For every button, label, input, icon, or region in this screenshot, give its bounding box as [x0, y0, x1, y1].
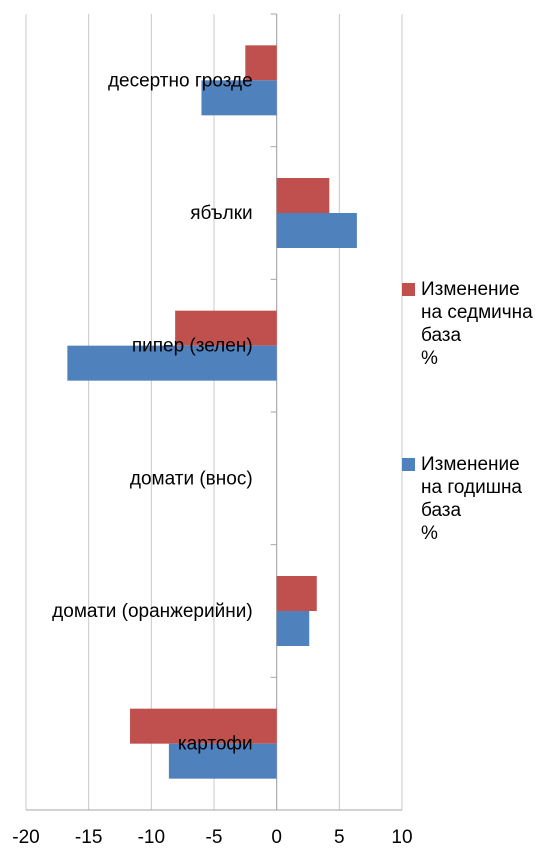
category-label: пипер (зелен) — [132, 336, 253, 357]
x-tick-label: 0 — [271, 827, 282, 848]
bar-weekly — [277, 576, 317, 611]
category-axis — [271, 14, 277, 810]
bars — [67, 45, 357, 778]
x-tick-label: -15 — [75, 827, 102, 848]
x-tick-label: 10 — [391, 827, 412, 848]
bar-weekly — [277, 178, 330, 213]
category-label: домати (внос) — [130, 468, 253, 489]
legend-label-weekly: Изменение на седмична база % — [421, 278, 533, 370]
x-tick-label: -5 — [206, 827, 223, 848]
category-label: домати (оранжерийни) — [52, 601, 252, 622]
x-tick-label: -10 — [138, 827, 165, 848]
legend-item-yearly: Изменение на годишна база % — [402, 453, 522, 545]
gridlines — [26, 14, 402, 810]
legend-swatch-weekly — [402, 283, 415, 296]
x-tick-label: -20 — [12, 827, 39, 848]
category-labels: десертно грозде ябълки пипер (зелен) домати… — [52, 70, 252, 754]
x-axis: -20 -15 -10 -5 0 5 10 — [12, 810, 412, 848]
bar-yearly — [277, 611, 310, 646]
category-label: ябълки — [190, 203, 252, 224]
category-label: десертно грозде — [108, 70, 253, 91]
legend-label-yearly: Изменение на годишна база % — [421, 453, 522, 545]
category-label: картофи — [178, 734, 253, 755]
legend-item-weekly: Изменение на седмична база % — [402, 278, 533, 370]
x-tick-label: 5 — [334, 827, 345, 848]
legend-swatch-yearly — [402, 458, 415, 471]
bar-yearly — [277, 213, 357, 248]
